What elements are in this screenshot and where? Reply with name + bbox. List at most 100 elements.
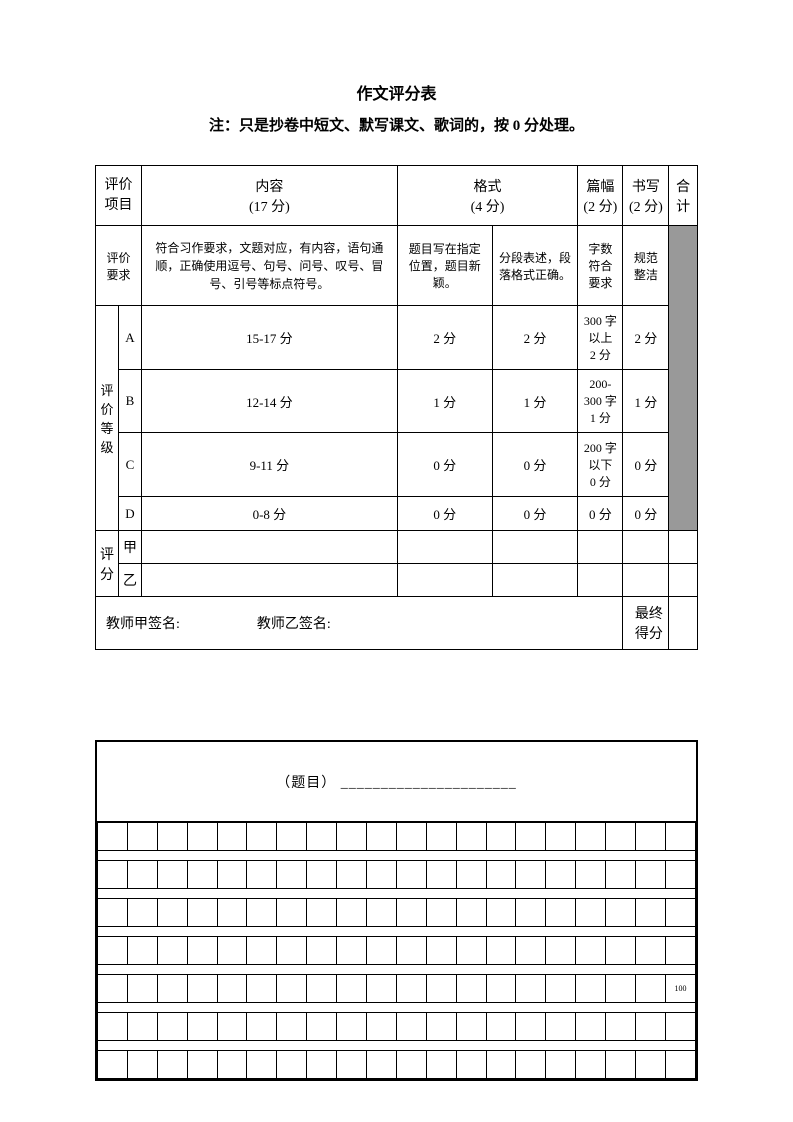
writing-cell[interactable] (636, 899, 666, 927)
writing-cell[interactable] (307, 1013, 337, 1041)
writing-cell[interactable] (337, 823, 367, 851)
final-score-cell[interactable] (669, 597, 698, 650)
writing-cell[interactable] (157, 899, 187, 927)
writing-cell[interactable] (516, 1051, 546, 1079)
writing-cell[interactable] (127, 823, 157, 851)
writing-cell[interactable] (157, 861, 187, 889)
writing-cell[interactable] (486, 1051, 516, 1079)
writing-cell[interactable] (98, 937, 128, 965)
writing-cell[interactable] (127, 937, 157, 965)
writing-cell[interactable] (576, 861, 606, 889)
writing-cell[interactable] (486, 899, 516, 927)
writing-cell[interactable] (187, 975, 217, 1003)
writing-cell[interactable] (217, 899, 247, 927)
writing-cell[interactable] (456, 899, 486, 927)
writing-cell[interactable] (337, 1013, 367, 1041)
writing-cell[interactable] (456, 1051, 486, 1079)
writing-cell[interactable] (98, 1051, 128, 1079)
score-jia-l[interactable] (578, 531, 623, 564)
score-yi-c[interactable] (142, 564, 398, 597)
writing-cell[interactable] (396, 937, 426, 965)
writing-cell[interactable] (456, 1013, 486, 1041)
writing-cell[interactable] (187, 861, 217, 889)
writing-cell[interactable] (277, 823, 307, 851)
writing-cell[interactable] (396, 823, 426, 851)
writing-cell[interactable] (127, 899, 157, 927)
writing-cell[interactable] (277, 937, 307, 965)
writing-cell[interactable] (98, 1013, 128, 1041)
writing-cell[interactable] (396, 1051, 426, 1079)
writing-cell[interactable] (337, 937, 367, 965)
writing-cell[interactable] (307, 899, 337, 927)
writing-cell[interactable] (426, 861, 456, 889)
writing-cell[interactable] (665, 899, 695, 927)
writing-cell[interactable] (187, 823, 217, 851)
writing-cell[interactable] (187, 899, 217, 927)
writing-cell[interactable] (307, 861, 337, 889)
writing-cell[interactable] (247, 823, 277, 851)
score-yi-t[interactable] (669, 564, 698, 597)
writing-cell[interactable] (516, 861, 546, 889)
writing-cell[interactable] (606, 1013, 636, 1041)
writing-cell[interactable] (127, 1013, 157, 1041)
writing-cell[interactable] (307, 823, 337, 851)
writing-cell[interactable] (307, 937, 337, 965)
writing-cell[interactable] (546, 1051, 576, 1079)
writing-cell[interactable] (426, 1013, 456, 1041)
writing-cell[interactable] (636, 1051, 666, 1079)
writing-cell[interactable] (546, 823, 576, 851)
writing-cell[interactable] (157, 1013, 187, 1041)
writing-cell[interactable] (636, 861, 666, 889)
writing-cell[interactable] (665, 861, 695, 889)
writing-cell[interactable] (606, 823, 636, 851)
writing-cell[interactable] (606, 899, 636, 927)
writing-cell[interactable] (576, 975, 606, 1003)
writing-cell[interactable] (576, 823, 606, 851)
writing-cell[interactable] (665, 1013, 695, 1041)
writing-cell[interactable] (157, 823, 187, 851)
writing-cell[interactable] (486, 861, 516, 889)
writing-cell[interactable] (665, 1051, 695, 1079)
writing-cell[interactable] (426, 823, 456, 851)
writing-cell[interactable] (157, 937, 187, 965)
writing-cell[interactable] (98, 975, 128, 1003)
writing-cell[interactable] (396, 1013, 426, 1041)
writing-cell[interactable] (157, 975, 187, 1003)
score-yi-f2[interactable] (492, 564, 577, 597)
writing-cell[interactable] (396, 861, 426, 889)
writing-cell[interactable] (636, 1013, 666, 1041)
writing-cell[interactable] (546, 1013, 576, 1041)
writing-cell[interactable] (426, 1051, 456, 1079)
writing-cell[interactable] (576, 1051, 606, 1079)
writing-cell[interactable] (187, 937, 217, 965)
writing-cell[interactable] (546, 937, 576, 965)
writing-cell[interactable] (367, 975, 397, 1003)
writing-cell[interactable] (456, 823, 486, 851)
writing-cell[interactable] (426, 975, 456, 1003)
score-jia-f2[interactable] (492, 531, 577, 564)
writing-cell[interactable] (307, 975, 337, 1003)
writing-cell[interactable] (486, 937, 516, 965)
writing-cell[interactable] (98, 823, 128, 851)
writing-cell[interactable] (277, 861, 307, 889)
writing-cell[interactable] (367, 1051, 397, 1079)
writing-cell[interactable] (367, 899, 397, 927)
writing-cell[interactable] (187, 1013, 217, 1041)
writing-cell[interactable] (606, 1051, 636, 1079)
writing-cell[interactable] (606, 861, 636, 889)
writing-cell[interactable] (217, 1051, 247, 1079)
writing-cell[interactable] (486, 823, 516, 851)
writing-cell[interactable] (127, 1051, 157, 1079)
writing-cell[interactable] (665, 823, 695, 851)
writing-cell[interactable] (576, 1013, 606, 1041)
writing-cell[interactable] (516, 899, 546, 927)
writing-cell[interactable] (546, 975, 576, 1003)
score-yi-w[interactable] (623, 564, 669, 597)
writing-cell[interactable] (456, 861, 486, 889)
writing-cell[interactable] (247, 937, 277, 965)
writing-cell[interactable] (247, 899, 277, 927)
writing-cell[interactable] (277, 1013, 307, 1041)
writing-cell[interactable] (396, 975, 426, 1003)
writing-cell[interactable] (367, 1013, 397, 1041)
writing-cell[interactable] (337, 861, 367, 889)
